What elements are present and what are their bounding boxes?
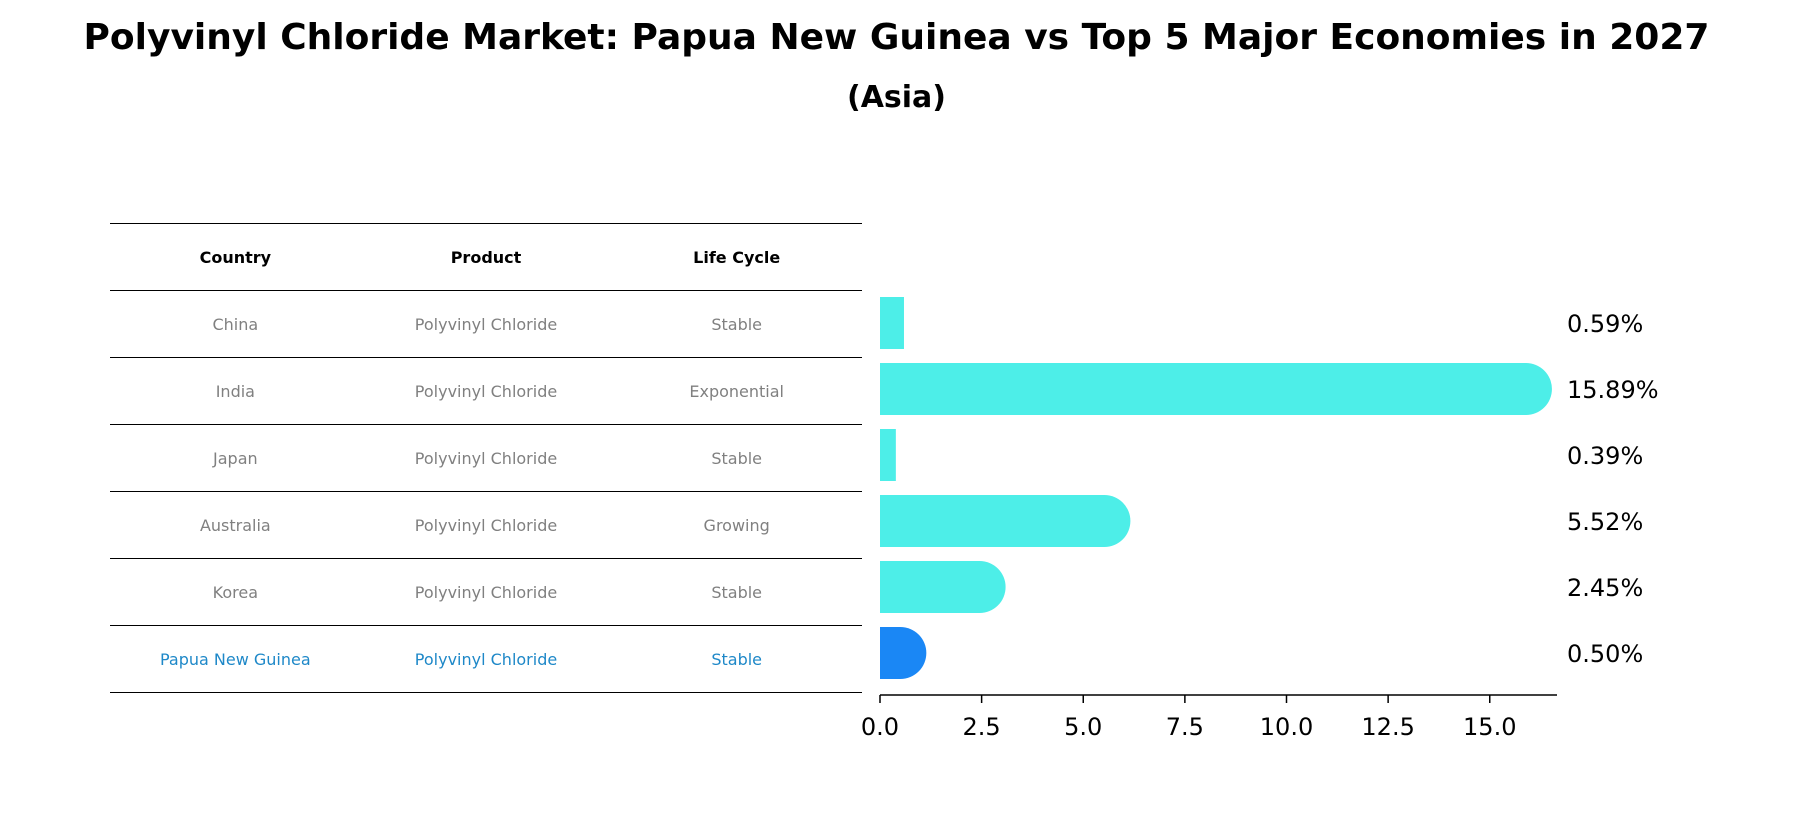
cell-country: China [212, 314, 259, 334]
chart-subtitle: (Asia) [846, 80, 947, 115]
bar-korea [880, 561, 1006, 613]
cell-product: Polyvinyl Chloride [414, 582, 558, 602]
value-label: 5.52% [1567, 508, 1643, 536]
x-tick-label: 15.0 [1463, 713, 1516, 741]
value-label: 0.39% [1567, 442, 1643, 470]
bar-china [880, 297, 904, 349]
table-row: Korea Polyvinyl Chloride Stable [110, 558, 862, 625]
header-life-cycle: Life Cycle [693, 247, 781, 267]
cell-country: Australia [199, 515, 271, 535]
cell-life-cycle: Stable [711, 314, 763, 334]
bar-japan [880, 429, 896, 481]
header-product: Product [450, 247, 522, 267]
x-tick-label: 0.0 [861, 713, 899, 741]
value-label: 0.59% [1567, 310, 1643, 338]
bar-india [880, 363, 1552, 415]
cell-product: Polyvinyl Chloride [414, 381, 558, 401]
table-row: India Polyvinyl Chloride Exponential [110, 357, 862, 424]
cell-life-cycle: Stable [711, 649, 763, 669]
bar-papua-new-guinea [880, 627, 927, 679]
x-tick-label: 5.0 [1064, 713, 1102, 741]
chart-title: Polyvinyl Chloride Market: Papua New Gui… [83, 17, 1710, 58]
value-label: 0.50% [1567, 640, 1643, 668]
value-label: 2.45% [1567, 574, 1643, 602]
header-country: Country [199, 247, 272, 267]
cell-product: Polyvinyl Chloride [414, 649, 558, 669]
x-tick-label: 2.5 [963, 713, 1001, 741]
cell-country: India [215, 381, 255, 401]
table-row: Japan Polyvinyl Chloride Stable [110, 424, 862, 491]
cell-life-cycle: Exponential [689, 381, 784, 401]
x-tick-label: 7.5 [1166, 713, 1204, 741]
value-label: 15.89% [1567, 376, 1659, 404]
cell-product: Polyvinyl Chloride [414, 515, 558, 535]
cell-life-cycle: Stable [711, 448, 763, 468]
x-tick-label: 12.5 [1361, 713, 1414, 741]
cell-country: Japan [213, 448, 258, 468]
table-row: Australia Polyvinyl Chloride Growing [110, 491, 862, 558]
table-header-row: Country Product Life Cycle [110, 223, 862, 290]
x-tick-label: 10.0 [1260, 713, 1313, 741]
cell-country: Korea [212, 582, 259, 602]
cell-product: Polyvinyl Chloride [414, 314, 558, 334]
bar-australia [880, 495, 1131, 547]
cell-product: Polyvinyl Chloride [414, 448, 558, 468]
cell-country: Papua New Guinea [159, 649, 311, 669]
cell-life-cycle: Growing [703, 515, 770, 535]
table-row: China Polyvinyl Chloride Stable [110, 290, 862, 357]
cell-life-cycle: Stable [711, 582, 763, 602]
table-row-highlight: Papua New Guinea Polyvinyl Chloride Stab… [110, 625, 862, 693]
country-table: Country Product Life Cycle China Polyvin… [110, 223, 862, 693]
